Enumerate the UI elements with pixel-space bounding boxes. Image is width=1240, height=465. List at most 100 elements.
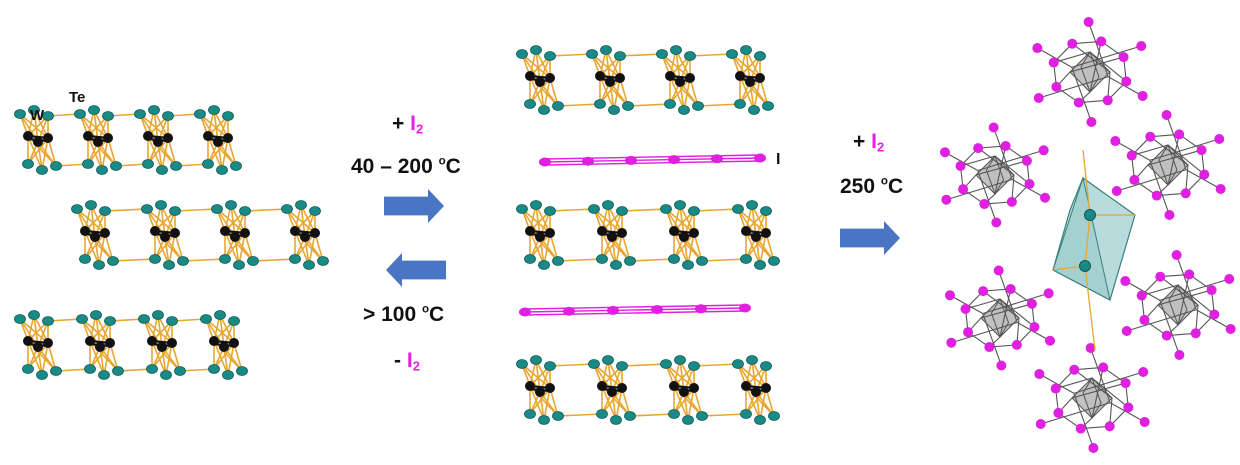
tellurium-atom (202, 159, 214, 169)
iodine-atom (1123, 402, 1134, 413)
tellurium-atom (233, 260, 245, 270)
wte2-layer (516, 355, 780, 425)
iodine-atom (1174, 129, 1185, 140)
tellurium-atom (624, 411, 636, 421)
iodine-atom (1110, 136, 1121, 147)
iodine-atom (1083, 17, 1094, 28)
iodine-atom (1161, 110, 1172, 121)
tungsten-atom (525, 381, 535, 391)
tungsten-atom (43, 133, 53, 143)
tellurium-atom (524, 254, 536, 264)
wte2-bonds (19, 314, 243, 376)
iodine-atom (1048, 57, 1059, 68)
wte2-atoms (14, 310, 248, 380)
temp-unit: C (429, 303, 445, 326)
iodine-atom (946, 337, 957, 348)
tellurium-atom (162, 111, 174, 121)
reverse-temp-value: > 100 (363, 303, 417, 326)
tungsten-atom (150, 226, 160, 236)
minus-sign: - (394, 349, 401, 372)
tellurium-atom (214, 310, 226, 320)
right-temp-value: 250 (840, 175, 876, 198)
tungsten-atom (675, 77, 685, 87)
iodine-atom (1180, 188, 1191, 199)
iodine-atom (1206, 285, 1217, 296)
tellurium-atom (530, 200, 542, 210)
tellurium-atom (732, 359, 744, 369)
plus-sign: + (853, 130, 866, 153)
arrow-right-icon (840, 221, 900, 255)
tellurium-atom (90, 310, 102, 320)
iodine-atom (1136, 290, 1147, 301)
iodine-atom (1138, 366, 1149, 377)
iodine-atom (1034, 369, 1045, 380)
iodine-atom (944, 290, 955, 301)
tellurium-atom (602, 200, 614, 210)
tungsten-atom (615, 73, 625, 83)
wte2-layer (14, 310, 248, 380)
tellurium-atom (754, 415, 766, 425)
tellurium-atom (169, 206, 181, 216)
tellurium-atom (768, 411, 780, 421)
iodine-atom (625, 155, 637, 165)
tellurium-atom (155, 200, 167, 210)
tellurium-atom (50, 161, 62, 171)
tellurium-atom (614, 51, 626, 61)
tellurium-atom (42, 111, 54, 121)
tungsten-atom (607, 232, 617, 242)
iodine-atom (1026, 298, 1037, 309)
tungsten-atom (545, 228, 555, 238)
iodine-atom (1067, 38, 1078, 49)
tellurium-atom (98, 370, 110, 380)
w6-cluster (1032, 17, 1148, 127)
tellurium-atom (1079, 260, 1091, 272)
tungsten-atom (535, 77, 545, 87)
tellurium-atom (616, 361, 628, 371)
tungsten-atom (761, 228, 771, 238)
iodine-atom (1214, 133, 1225, 144)
iodine-atom (1190, 328, 1201, 339)
tellurium-atom (740, 409, 752, 419)
tellurium-atom (142, 159, 154, 169)
iodine-atom (1006, 196, 1017, 207)
tellurium-atom (14, 109, 26, 119)
tellurium-atom (538, 415, 550, 425)
tellurium-atom (309, 206, 321, 216)
layered-structures (14, 45, 780, 425)
tellurium-atom (82, 159, 94, 169)
iodine-label: I (776, 151, 781, 168)
tellurium-atom (748, 105, 760, 115)
tellurium-atom (516, 359, 528, 369)
tungsten-atom (617, 228, 627, 238)
forward-temperature-label: 40 – 200 oC (351, 156, 461, 177)
tungsten-atom (160, 232, 170, 242)
tellurium-atom (36, 370, 48, 380)
polyhedron-bonds (1052, 149, 1135, 351)
iodine-atom (1021, 155, 1032, 166)
tellurium-atom (696, 256, 708, 266)
iodine-atom (1038, 145, 1049, 156)
tellurium-atom (552, 101, 564, 111)
tungsten-atom (223, 133, 233, 143)
iodine-layer (519, 303, 751, 317)
tellurium-atom (200, 314, 212, 324)
tellurium-atom (295, 200, 307, 210)
iodine-species: I (406, 349, 413, 372)
reverse-temperature-label: > 100 oC (363, 304, 444, 325)
w-w-bonds (84, 229, 316, 238)
iodine-atom (695, 304, 707, 314)
tungsten-atom (545, 73, 555, 83)
iodine-atom (754, 153, 766, 163)
tellurium-atom (228, 316, 240, 326)
tellurium-atom (208, 105, 220, 115)
iodine-atom (1196, 145, 1207, 156)
tungsten-atom (597, 381, 607, 391)
tungsten-atom (170, 228, 180, 238)
tungsten-atom (23, 131, 33, 141)
iodine-bonds (544, 154, 761, 166)
tungsten-atom (689, 228, 699, 238)
tellurium-atom (616, 206, 628, 216)
tellurium-atom (588, 204, 600, 214)
tungsten-atom (300, 232, 310, 242)
tellurium-atom (734, 99, 746, 109)
